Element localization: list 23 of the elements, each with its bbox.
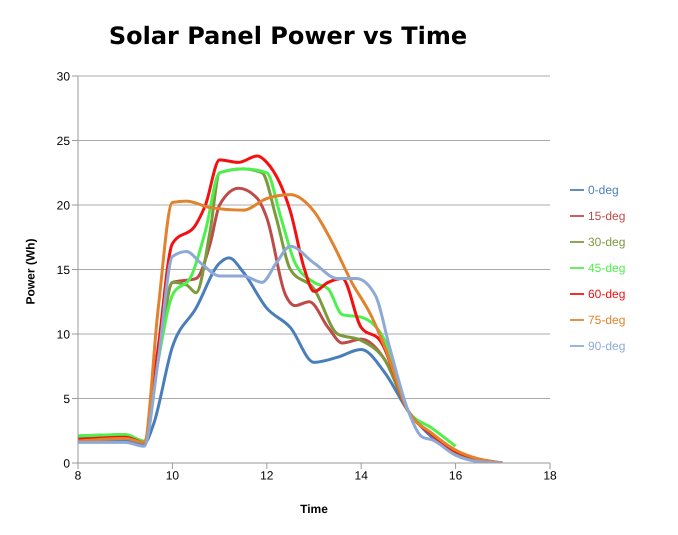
y-tick-label: 20	[56, 198, 70, 212]
legend-label: 15-deg	[588, 208, 626, 222]
legend-label: 0-deg	[588, 182, 619, 196]
x-tick-label: 18	[543, 468, 557, 483]
y-axis-title: Power (Wh)	[23, 238, 38, 304]
legend-label: 60-deg	[588, 286, 626, 300]
y-tick-label: 0	[63, 456, 70, 470]
legend-label: 30-deg	[588, 234, 626, 248]
y-tick-label: 15	[56, 262, 70, 277]
x-axis-title: Time	[300, 502, 328, 516]
x-tick-label: 12	[260, 468, 274, 483]
legend-label: 90-deg	[588, 338, 626, 352]
x-tick-label: 8	[74, 468, 82, 483]
x-tick-label: 10	[166, 468, 180, 483]
legend-label: 45-deg	[588, 260, 626, 274]
y-tick-label: 30	[56, 69, 70, 84]
y-tick-label: 25	[56, 134, 70, 148]
x-tick-label: 14	[354, 468, 368, 483]
legend-label: 75-deg	[588, 312, 626, 326]
chart-title: Solar Panel Power vs Time	[108, 22, 468, 50]
x-tick-label: 16	[448, 468, 463, 483]
y-tick-label: 10	[56, 327, 70, 342]
y-tick-label: 5	[63, 392, 70, 406]
